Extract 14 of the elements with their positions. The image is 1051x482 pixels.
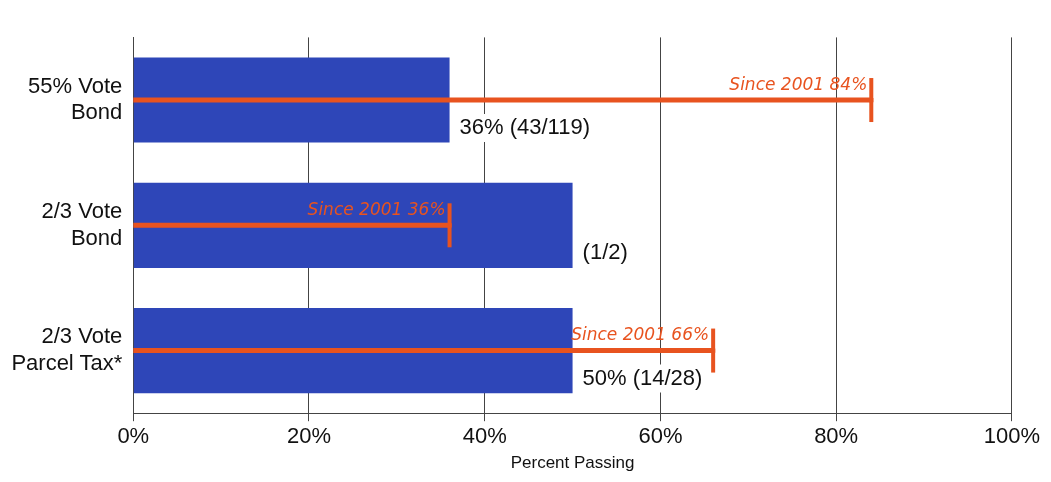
- x-tick-label: 40%: [462, 423, 507, 449]
- data-label: Since 2001 36%: [307, 199, 446, 220]
- y-tick-label: 2/3 Vote Bond: [41, 198, 123, 250]
- y-tick-label: 55% Vote Bond: [28, 72, 123, 125]
- x-tick-label: 20%: [286, 423, 332, 449]
- x-tick-label: 60%: [638, 423, 683, 449]
- y-tick-label: 2/3 Vote Parcel Tax*: [11, 323, 123, 375]
- data-label: 36% (43/119): [459, 114, 591, 140]
- x-tick-label: 80%: [814, 423, 859, 449]
- data-label: (1/2): [582, 239, 628, 265]
- x-tick-label: 0%: [117, 423, 150, 449]
- x-axis-title: Percent Passing: [510, 453, 635, 473]
- data-label: 50% (14/28): [582, 364, 703, 390]
- x-tick-label: 100%: [983, 423, 1041, 449]
